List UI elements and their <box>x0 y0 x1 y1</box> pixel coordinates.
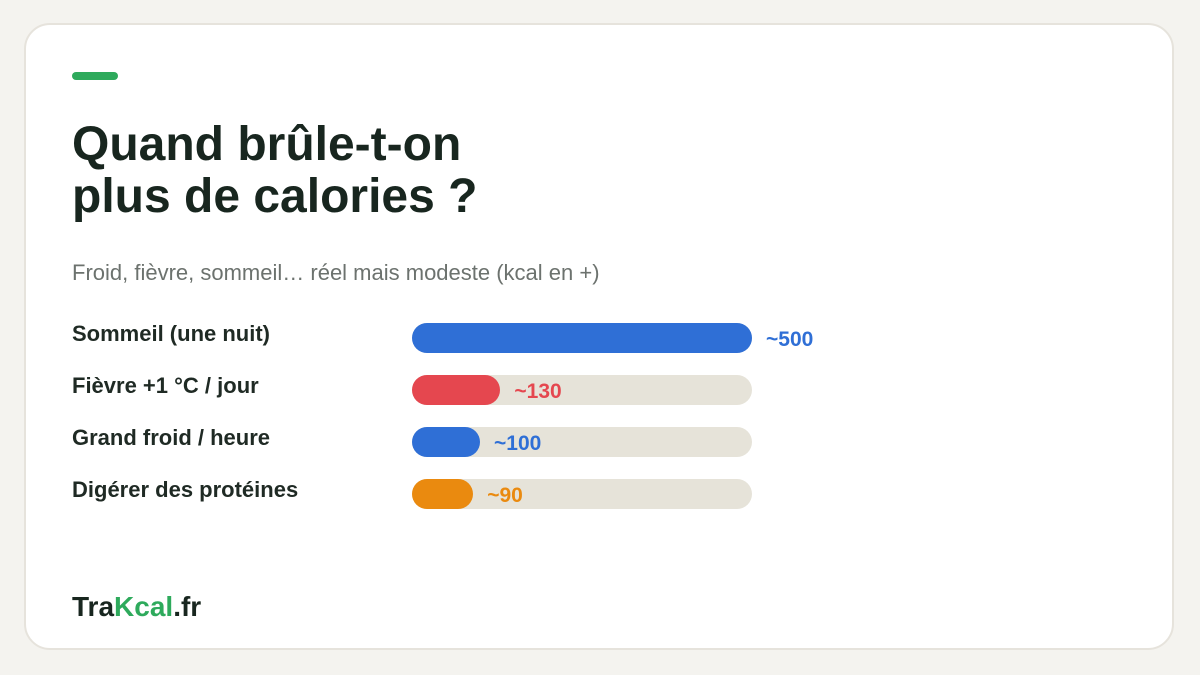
chart-row: Digérer des protéines ~90 <box>72 475 972 509</box>
infographic-card: Quand brûle-t-on plus de calories ? Froi… <box>24 23 1174 650</box>
brand-highlight: Kcal <box>114 591 174 622</box>
subtitle: Froid, fièvre, sommeil… réel mais modest… <box>72 260 600 285</box>
category-label: Fièvre +1 °C / jour <box>72 373 259 398</box>
brand-suffix: .fr <box>173 591 202 622</box>
page-title: Quand brûle-t-on plus de calories ? <box>72 119 477 223</box>
bar <box>412 427 480 457</box>
title-line-1: Quand brûle-t-on <box>72 118 462 171</box>
bar-track <box>412 427 752 457</box>
category-label: Digérer des protéines <box>72 477 299 502</box>
brand-prefix: Tra <box>72 591 115 622</box>
value-label: ~90 <box>487 484 523 507</box>
value-label: ~130 <box>514 380 562 403</box>
brand-logo: TraKcal.fr <box>72 591 201 623</box>
accent-bar <box>72 72 118 80</box>
chart-row: Grand froid / heure ~100 <box>72 423 972 457</box>
bar <box>412 323 752 353</box>
bar-track <box>412 323 752 353</box>
category-label: Grand froid / heure <box>72 425 271 450</box>
title-line-2: plus de calories ? <box>72 170 478 223</box>
chart-row: Fièvre +1 °C / jour ~130 <box>72 371 972 405</box>
value-label: ~100 <box>494 432 542 455</box>
bar-track <box>412 375 752 405</box>
chart-row: Sommeil (une nuit) ~500 <box>72 319 972 353</box>
bar <box>412 479 474 509</box>
bar-track <box>412 479 752 509</box>
bar <box>412 375 501 405</box>
category-label: Sommeil (une nuit) <box>72 321 270 346</box>
value-label: ~500 <box>766 328 814 351</box>
